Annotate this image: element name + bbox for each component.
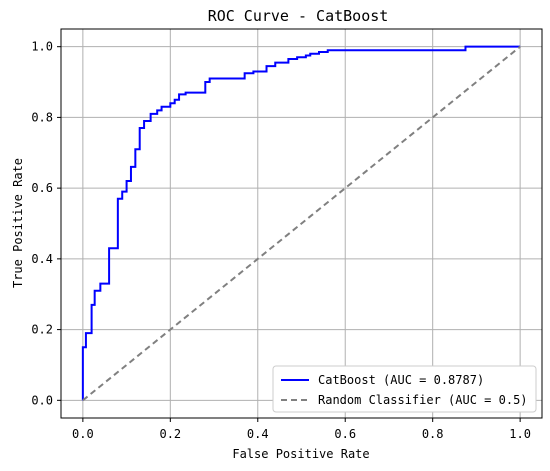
catboost-roc-line bbox=[81, 45, 521, 401]
x-tick-label: 0.2 bbox=[159, 427, 181, 441]
x-axis-label: False Positive Rate bbox=[232, 447, 369, 461]
legend-label-random: Random Classifier (AUC = 0.5) bbox=[318, 393, 528, 407]
y-tick-label: 0.8 bbox=[31, 110, 53, 124]
x-tick-label: 0.4 bbox=[247, 427, 269, 441]
series-layer bbox=[81, 45, 521, 402]
x-tick-label: 0.6 bbox=[334, 427, 356, 441]
grid bbox=[61, 29, 542, 418]
y-tick-label: 1.0 bbox=[31, 40, 53, 54]
y-axis-ticks: 0.0 0.2 0.4 0.6 0.8 1.0 bbox=[31, 40, 61, 407]
y-tick-label: 0.4 bbox=[31, 252, 53, 266]
legend: CatBoost (AUC = 0.8787) Random Classifie… bbox=[272, 365, 537, 413]
y-tick-label: 0.2 bbox=[31, 323, 53, 337]
y-tick-label: 0.0 bbox=[31, 393, 53, 407]
x-tick-label: 0.0 bbox=[72, 427, 94, 441]
chart-title: ROC Curve - CatBoost bbox=[208, 7, 389, 25]
legend-box bbox=[272, 365, 537, 413]
random-classifier-line bbox=[82, 45, 521, 402]
x-axis-ticks: 0.0 0.2 0.4 0.6 0.8 1.0 bbox=[72, 418, 531, 441]
plot-frame bbox=[60, 28, 543, 419]
y-axis-label: True Positive Rate bbox=[11, 158, 25, 288]
x-tick-label: 0.8 bbox=[422, 427, 444, 441]
y-tick-label: 0.6 bbox=[31, 181, 53, 195]
legend-label-catboost: CatBoost (AUC = 0.8787) bbox=[318, 373, 484, 387]
x-tick-label: 1.0 bbox=[509, 427, 531, 441]
